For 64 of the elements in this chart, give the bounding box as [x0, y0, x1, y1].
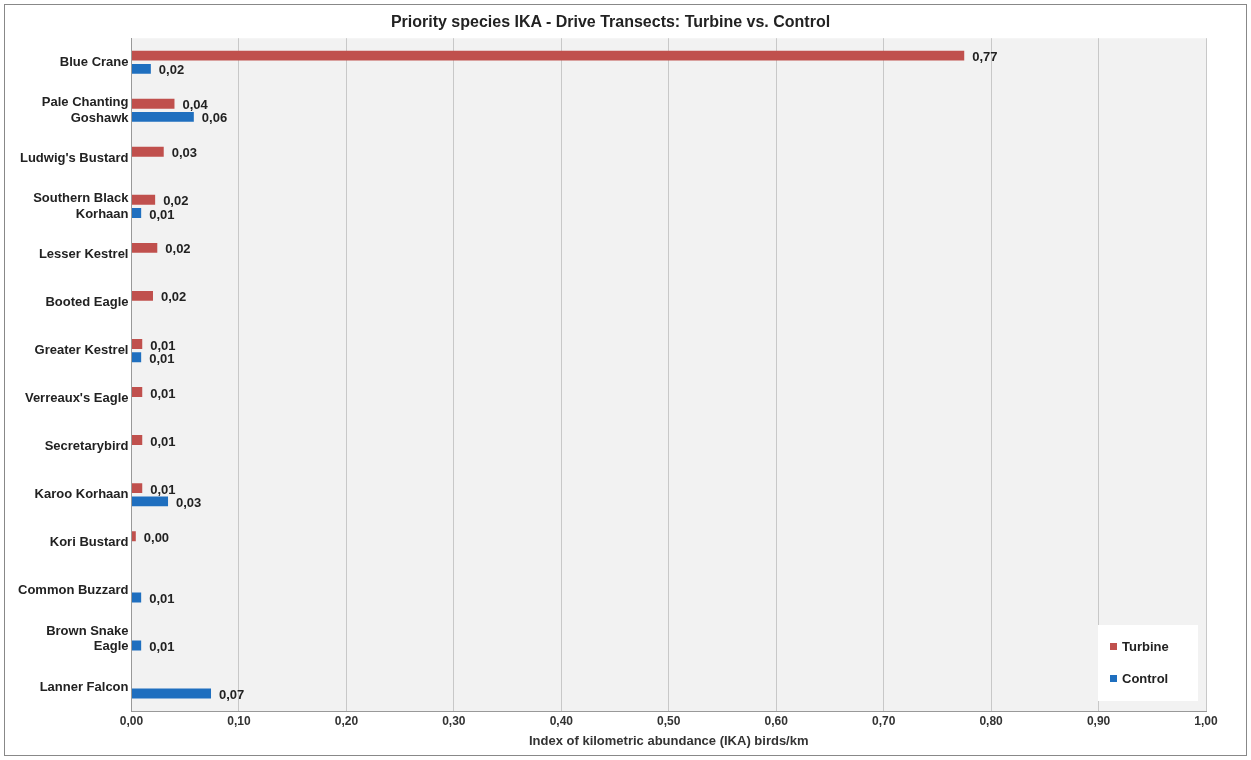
- bar: [132, 290, 153, 301]
- y-tick-label: Booted Eagle: [45, 294, 129, 310]
- data-label: 0,02: [163, 193, 189, 209]
- x-tick-label: 1,00: [1194, 713, 1218, 728]
- bar: [132, 146, 164, 157]
- data-label: 0,01: [149, 206, 175, 222]
- y-tick-label: Blue Crane: [59, 53, 129, 69]
- data-label: 0,00: [143, 529, 170, 545]
- y-tick-label: Greater Kestrel: [34, 342, 129, 358]
- data-label: 0,02: [158, 62, 185, 78]
- bar: [132, 496, 169, 507]
- y-tick-label: Common Buzzard: [18, 582, 129, 598]
- legend-label: Control: [1122, 670, 1169, 686]
- data-label: 0,01: [150, 337, 176, 353]
- x-tick-label: 0,50: [657, 713, 681, 728]
- bar: [132, 352, 142, 363]
- bar: [132, 531, 136, 542]
- x-tick-label: 0,20: [334, 713, 359, 728]
- y-tick-label: Secretarybird: [44, 438, 129, 454]
- y-tick-label: Karoo Korhaan: [34, 486, 129, 502]
- y-tick-label: Brown Snake Eagle: [46, 622, 129, 654]
- x-tick-label: 0,90: [1086, 713, 1111, 728]
- data-label: 0,02: [160, 289, 187, 305]
- y-tick-label: Kori Bustard: [49, 534, 129, 550]
- bar: [132, 111, 194, 122]
- data-label: 0,01: [150, 481, 176, 497]
- data-label: 0,06: [201, 110, 228, 126]
- y-tick-label: Pale Chanting Goshawk: [41, 94, 130, 125]
- x-tick-label: 0,30: [442, 713, 466, 728]
- x-tick-label: 0,40: [549, 713, 574, 728]
- data-label: 0,01: [150, 385, 176, 401]
- bar: [132, 98, 175, 109]
- x-axis-title: Index of kilometric abundance (IKA) birds/km: [528, 732, 809, 748]
- bar: [132, 688, 212, 699]
- bar: [132, 435, 143, 446]
- data-label: 0,01: [150, 433, 176, 449]
- bar: [132, 194, 156, 205]
- data-label: 0,03: [176, 494, 202, 510]
- x-tick-label: 0,70: [871, 713, 896, 728]
- x-tick-label: 0,80: [979, 713, 1004, 728]
- x-tick-label: 0,60: [764, 713, 789, 728]
- x-tick-label: 0,10: [227, 713, 251, 728]
- bar: [132, 50, 965, 61]
- data-label: 0,02: [165, 241, 191, 257]
- bar: [132, 242, 158, 253]
- legend-label: Turbine: [1122, 638, 1169, 654]
- y-tick-label: Southern Black Korhaan: [33, 190, 130, 221]
- bar: [132, 208, 142, 218]
- chart-title: Priority species IKA - Drive Transects: Turbine vs. Control: [390, 13, 831, 31]
- data-label: 0,01: [149, 591, 175, 607]
- bar: [132, 339, 143, 349]
- y-tick-label: Ludwig's Bustard: [19, 149, 129, 165]
- data-label: 0,77: [972, 49, 998, 65]
- bar: [132, 387, 143, 397]
- data-label: 0,03: [171, 145, 198, 161]
- bar: [132, 483, 143, 494]
- y-tick-label: Lesser Kestrel: [38, 246, 129, 262]
- bar: [132, 63, 151, 74]
- x-tick-label: 0,00: [119, 713, 144, 728]
- y-tick-label: Verreaux's Eagle: [24, 390, 129, 406]
- data-label: 0,07: [219, 687, 245, 703]
- y-tick-label: Lanner Falcon: [39, 678, 129, 694]
- data-label: 0,01: [149, 639, 175, 655]
- data-label: 0,04: [182, 97, 209, 113]
